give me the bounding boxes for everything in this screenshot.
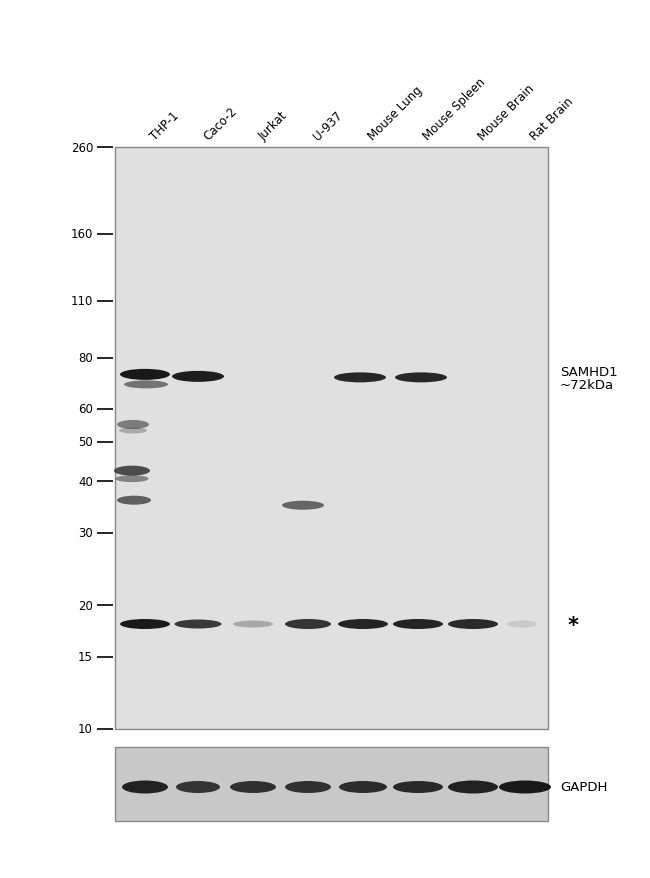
Text: GAPDH: GAPDH	[560, 781, 607, 794]
Ellipse shape	[117, 496, 151, 505]
Ellipse shape	[120, 619, 170, 630]
Text: 110: 110	[71, 295, 93, 308]
Ellipse shape	[230, 781, 276, 793]
Ellipse shape	[172, 371, 224, 383]
Ellipse shape	[338, 619, 388, 630]
Ellipse shape	[395, 373, 447, 383]
Ellipse shape	[176, 781, 220, 793]
Ellipse shape	[122, 781, 168, 794]
Ellipse shape	[282, 501, 324, 510]
Ellipse shape	[448, 781, 498, 794]
Text: U-937: U-937	[311, 109, 345, 143]
Ellipse shape	[507, 621, 537, 628]
Text: 15: 15	[78, 651, 93, 663]
Ellipse shape	[393, 781, 443, 793]
Bar	[115, 148, 548, 729]
Text: 80: 80	[78, 352, 93, 364]
Text: 40: 40	[78, 475, 93, 488]
Ellipse shape	[114, 466, 150, 476]
Ellipse shape	[339, 781, 387, 793]
Ellipse shape	[393, 619, 443, 630]
Text: 10: 10	[78, 723, 93, 736]
Text: Jurkat: Jurkat	[256, 109, 290, 143]
Ellipse shape	[119, 428, 147, 434]
Text: Mouse Spleen: Mouse Spleen	[421, 76, 488, 143]
Text: Caco-2: Caco-2	[201, 104, 239, 143]
Text: Rat Brain: Rat Brain	[528, 95, 576, 143]
Ellipse shape	[448, 619, 498, 630]
Ellipse shape	[233, 621, 273, 628]
Ellipse shape	[334, 373, 386, 383]
Ellipse shape	[499, 781, 551, 794]
Text: ~72kDa: ~72kDa	[560, 378, 614, 392]
Text: *: *	[568, 615, 579, 636]
Bar	[115, 747, 548, 821]
Ellipse shape	[120, 370, 170, 380]
Ellipse shape	[116, 476, 148, 483]
Text: Mouse Brain: Mouse Brain	[476, 82, 537, 143]
Text: Mouse Lung: Mouse Lung	[366, 83, 425, 143]
Text: 50: 50	[78, 435, 93, 449]
Ellipse shape	[117, 421, 149, 429]
Ellipse shape	[285, 781, 331, 793]
Text: 60: 60	[78, 403, 93, 416]
Text: 30: 30	[78, 527, 93, 540]
Ellipse shape	[285, 619, 331, 630]
Text: 160: 160	[71, 228, 93, 241]
Ellipse shape	[174, 620, 222, 629]
Text: 260: 260	[71, 141, 93, 155]
Text: THP-1: THP-1	[148, 109, 182, 143]
Ellipse shape	[124, 381, 168, 389]
Text: SAMHD1: SAMHD1	[560, 365, 617, 378]
Text: 20: 20	[78, 599, 93, 612]
